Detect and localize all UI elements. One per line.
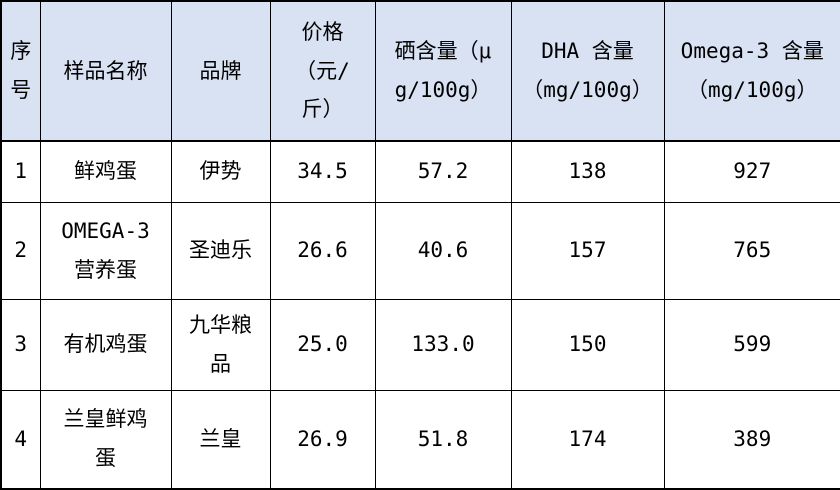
cell-sample-name: 兰皇鲜鸡 蛋	[39, 389, 172, 490]
table-body: 1 鲜鸡蛋 伊势 34.5 57.2 138 927 2 OMEGA-3 营养蛋…	[0, 140, 840, 490]
table-header: 序 号 样品名称 品牌 价格 （元/ 斤） 硒含量（μ g/100g） DHA …	[0, 0, 840, 142]
table-row: 1 鲜鸡蛋 伊势 34.5 57.2 138 927	[0, 140, 840, 203]
cell-selenium: 57.2	[374, 140, 512, 203]
cell-brand: 兰皇	[170, 389, 271, 490]
cell-price: 26.6	[269, 201, 376, 300]
header-row: 序 号 样品名称 品牌 价格 （元/ 斤） 硒含量（μ g/100g） DHA …	[0, 0, 840, 142]
cell-price: 34.5	[269, 140, 376, 203]
cell-dha: 174	[510, 389, 665, 490]
cell-dha: 150	[510, 298, 665, 391]
cell-serial-number: 4	[0, 389, 41, 490]
col-header-sample-name: 样品名称	[39, 0, 172, 142]
table-row: 4 兰皇鲜鸡 蛋 兰皇 26.9 51.8 174 389	[0, 389, 840, 490]
col-header-dha: DHA 含量 （mg/100g）	[510, 0, 665, 142]
cell-dha: 157	[510, 201, 665, 300]
cell-serial-number: 2	[0, 201, 41, 300]
cell-brand: 九华粮 品	[170, 298, 271, 391]
cell-dha: 138	[510, 140, 665, 203]
col-header-omega3: Omega-3 含量 （mg/100g）	[663, 0, 840, 142]
cell-selenium: 40.6	[374, 201, 512, 300]
cell-omega3: 599	[663, 298, 840, 391]
cell-omega3: 389	[663, 389, 840, 490]
table-row: 3 有机鸡蛋 九华粮 品 25.0 133.0 150 599	[0, 298, 840, 391]
cell-sample-name: 鲜鸡蛋	[39, 140, 172, 203]
col-header-price: 价格 （元/ 斤）	[269, 0, 376, 142]
cell-brand: 伊势	[170, 140, 271, 203]
cell-sample-name: 有机鸡蛋	[39, 298, 172, 391]
table-row: 2 OMEGA-3 营养蛋 圣迪乐 26.6 40.6 157 765	[0, 201, 840, 300]
cell-brand: 圣迪乐	[170, 201, 271, 300]
cell-price: 26.9	[269, 389, 376, 490]
col-header-brand: 品牌	[170, 0, 271, 142]
cell-serial-number: 3	[0, 298, 41, 391]
cell-selenium: 133.0	[374, 298, 512, 391]
cell-omega3: 927	[663, 140, 840, 203]
cell-serial-number: 1	[0, 140, 41, 203]
cell-sample-name: OMEGA-3 营养蛋	[39, 201, 172, 300]
col-header-selenium: 硒含量（μ g/100g）	[374, 0, 512, 142]
cell-selenium: 51.8	[374, 389, 512, 490]
cell-omega3: 765	[663, 201, 840, 300]
col-header-serial-number: 序 号	[0, 0, 41, 142]
cell-price: 25.0	[269, 298, 376, 391]
